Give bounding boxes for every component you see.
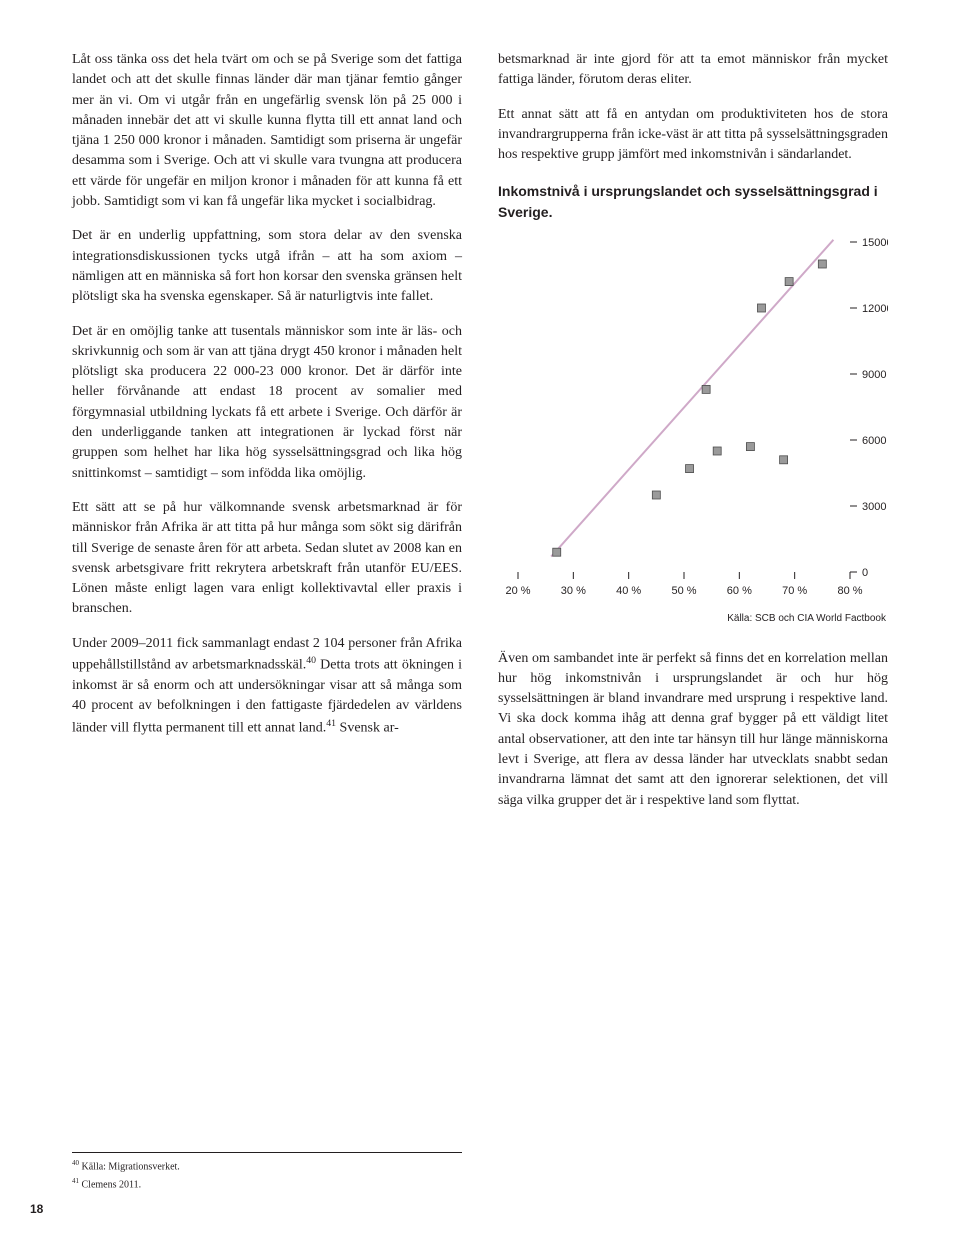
scatter-chart: 20 % 30 % 40 % 50 % 60 % 70 % 80 %0 3000 6000 900…: [498, 236, 888, 606]
chart-title: Inkomstnivå i ursprungslandet och syssel…: [498, 181, 888, 222]
paragraph: Även om sambandet inte är perfekt så fin…: [498, 649, 888, 811]
chart-svg: 20 % 30 % 40 % 50 % 60 % 70 % 80 %0 3000 6000 900…: [498, 236, 888, 606]
paragraph: Ett annat sätt att få en antydan om prod…: [498, 105, 888, 166]
paragraph: Det är en omöjlig tanke att tusentals mä…: [72, 322, 462, 484]
paragraph: Under 2009–2011 fick sammanlagt endast 2…: [72, 634, 462, 739]
footnote: 41 Clemens 2011.: [72, 1177, 462, 1192]
footnotes: 40 Källa: Migrationsverket. 41 Clemens 2…: [72, 1152, 462, 1194]
svg-text:20 %: 20 %: [505, 585, 530, 597]
footnote-text: Clemens 2011.: [82, 1179, 142, 1190]
left-column: Låt oss tänka oss det hela tvärt om och …: [72, 50, 462, 825]
svg-text:50 %: 50 %: [671, 585, 696, 597]
svg-text:70 %: 70 %: [782, 585, 807, 597]
svg-text:12000: 12000: [862, 303, 888, 315]
paragraph: betsmarknad är inte gjord för att ta emo…: [498, 50, 888, 91]
svg-text:3000: 3000: [862, 501, 886, 513]
svg-text:6000: 6000: [862, 435, 886, 447]
paragraph: Låt oss tänka oss det hela tvärt om och …: [72, 50, 462, 212]
page-number: 18: [30, 1202, 43, 1216]
page: Låt oss tänka oss det hela tvärt om och …: [72, 50, 888, 825]
svg-text:9000: 9000: [862, 369, 886, 381]
chart-source: Källa: SCB och CIA World Factbook: [498, 612, 886, 627]
svg-text:15000: 15000: [862, 237, 888, 249]
two-column-layout: Låt oss tänka oss det hela tvärt om och …: [72, 50, 888, 825]
footnote: 40 Källa: Migrationsverket.: [72, 1159, 462, 1174]
text: Svensk ar-: [336, 720, 399, 735]
svg-text:80 %: 80 %: [837, 585, 862, 597]
svg-text:30 %: 30 %: [561, 585, 586, 597]
footnote-ref: 40: [306, 655, 316, 666]
right-column: betsmarknad är inte gjord för att ta emo…: [498, 50, 888, 825]
svg-text:0: 0: [862, 567, 868, 579]
paragraph: Ett sätt att se på hur välkomnande svens…: [72, 498, 462, 620]
footnote-text: Källa: Migrationsverket.: [82, 1162, 180, 1173]
svg-text:40 %: 40 %: [616, 585, 641, 597]
footnote-ref: 41: [326, 718, 336, 729]
svg-text:60 %: 60 %: [727, 585, 752, 597]
paragraph: Det är en underlig uppfattning, som stor…: [72, 226, 462, 307]
